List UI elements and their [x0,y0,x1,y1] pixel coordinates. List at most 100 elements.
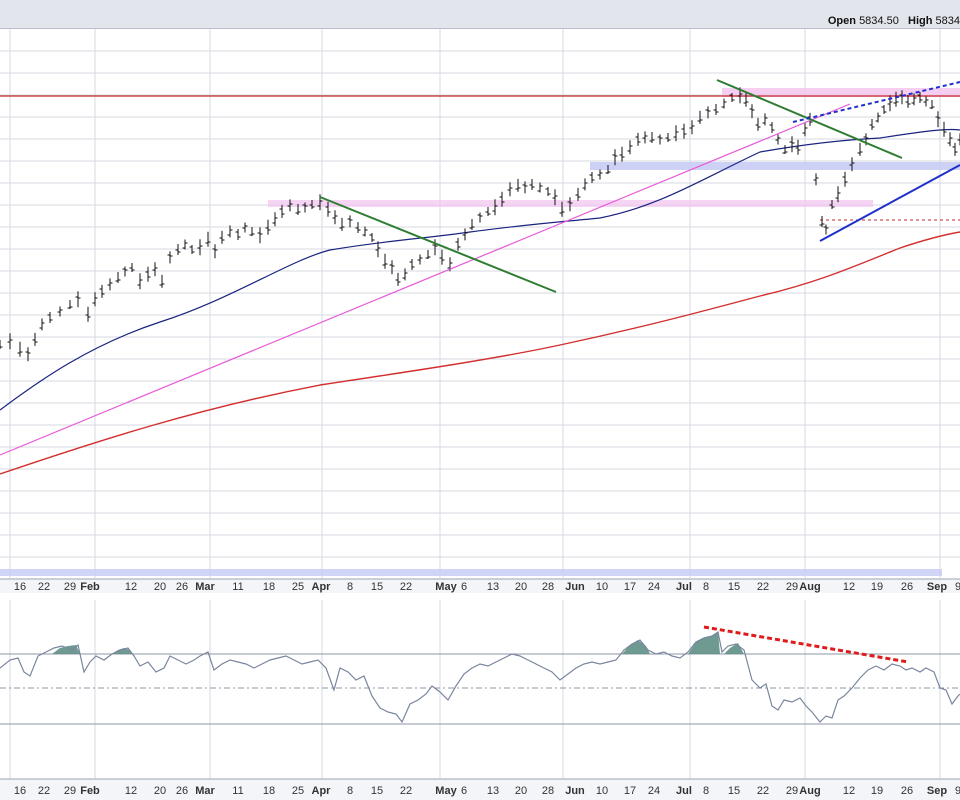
price-bar [782,145,788,155]
ohlc-readout: Open 5834.50 High 5834 [828,15,960,27]
x-tick-label-bottom: 22 [38,785,50,797]
price-bar [197,239,203,256]
x-tick-label-bottom: 15 [728,785,740,797]
price-bar [395,272,401,286]
x-tick-label: 11 [232,581,243,593]
x-tick-label: Jul [676,581,692,593]
price-bar [129,263,135,273]
price-bar [935,111,941,128]
price-bar [923,96,929,107]
x-tick-label: 15 [728,581,740,593]
x-tick-label: 17 [624,581,636,593]
price-bar [881,105,887,115]
price-bar [462,228,468,241]
price-bar [582,178,588,191]
price-bar [272,212,278,227]
price-bar [789,136,795,153]
price-bar [689,120,695,135]
x-tick-label: 22 [400,581,412,593]
price-bar [332,210,338,225]
price-bar [842,171,848,187]
volume-by-price-bar [0,569,942,576]
price-bar [382,253,388,269]
price-bar [122,266,128,277]
price-bar [665,133,671,143]
price-bar [941,121,947,137]
price-bar [212,244,218,259]
price-bar [417,254,423,265]
price-bar [249,227,255,237]
x-tick-label-bottom: 12 [843,785,855,797]
price-bar [749,104,755,119]
price-bar [589,171,595,183]
price-bar [309,200,315,210]
price-bar [522,181,528,194]
price-bar [205,231,211,247]
price-bar [775,134,781,145]
price-bar [813,173,819,186]
high-value: 5834 [935,15,960,27]
price-bar [145,266,151,282]
x-tick-label: 12 [843,581,855,593]
x-tick-label: 18 [263,581,275,593]
x-tick-label-bottom: 8 [703,785,709,797]
x-tick-label-bottom: 26 [176,785,188,797]
price-bar [182,239,188,250]
price-bar [729,93,735,103]
high-label: High [908,15,933,27]
open-label: Open [827,15,856,27]
price-bar [242,222,248,233]
price-bar [107,278,113,291]
oscillator-line [0,631,960,724]
price-bar [362,226,368,237]
price-bar [32,332,38,346]
price-bar [545,187,551,197]
x-tick-label-bottom: 29 [64,785,76,797]
price-bar [257,227,263,244]
oscillator-panel [0,600,960,778]
price-bar [819,215,825,227]
price-bar [235,228,241,240]
price-panel [0,29,960,578]
price-bar [439,249,445,265]
x-tick-label: 8 [347,581,353,593]
x-tick-label: 9 [955,581,960,593]
price-bar [697,110,703,124]
price-bar [929,100,935,110]
x-tick-label-bottom: 16 [14,785,26,797]
price-bar [389,260,395,275]
price-bar [657,134,663,145]
x-tick-label: 29 [786,581,798,593]
x-tick-label-bottom: 26 [901,785,913,797]
price-bar [499,191,505,207]
price-bar [425,250,431,260]
price-bar [485,207,491,217]
price-bar [823,224,829,235]
x-tick-label-bottom: 18 [263,785,275,797]
price-bar [605,165,611,175]
x-tick-label-bottom: Jun [565,785,585,797]
price-bar [905,94,911,108]
x-tick-label-bottom: 22 [400,785,412,797]
price-bar [0,340,3,350]
price-bar [713,103,719,115]
price-bar [99,284,105,298]
chart-header-bar: Open 5834.50 High 5834 [0,0,960,29]
price-bar [75,291,81,308]
oscillator-overbought-fill [622,640,650,654]
x-tick-label-bottom: 24 [648,785,660,797]
trendline-magenta [0,103,851,456]
x-tick-label-bottom: 15 [371,785,383,797]
x-tick-label-bottom: 12 [125,785,137,797]
price-bar [529,178,535,190]
price-bar [355,221,361,233]
x-tick-label: Sep [927,581,947,593]
price-bar [469,218,475,230]
price-bar [189,245,195,255]
x-tick-label-bottom: 19 [871,785,883,797]
x-tick-label-bottom: Feb [80,785,100,797]
oscillator-overbought-fill [112,648,133,654]
price-bar [167,251,173,264]
x-tick-label: 6 [461,581,467,593]
